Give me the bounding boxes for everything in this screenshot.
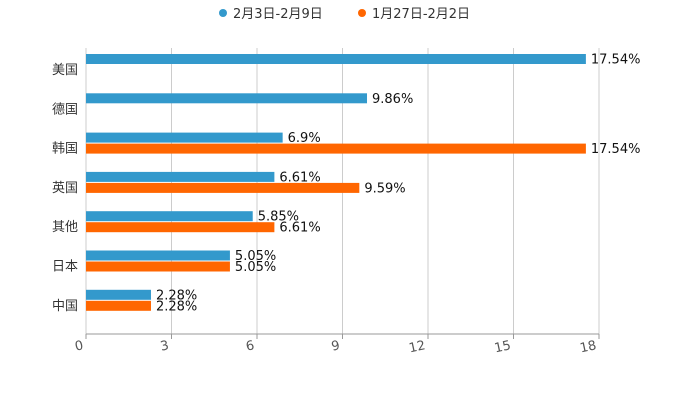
value-label-0-6: 2.28% bbox=[156, 288, 197, 303]
value-label-1-3: 9.59% bbox=[364, 181, 405, 196]
x-tick-label-3: 9 bbox=[330, 338, 341, 354]
bar-1-6[interactable] bbox=[86, 300, 151, 311]
x-tick-label-2: 6 bbox=[245, 338, 256, 354]
legend-marker-1 bbox=[358, 9, 366, 17]
bar-1-2[interactable] bbox=[86, 143, 586, 154]
value-label-1-6: 2.28% bbox=[156, 299, 197, 314]
category-label-4: 其他 bbox=[52, 220, 78, 235]
bar-0-5[interactable] bbox=[86, 250, 230, 261]
value-label-0-3: 6.61% bbox=[279, 170, 320, 185]
legend-label-0[interactable]: 2月3日-2月9日 bbox=[233, 7, 323, 22]
legend-label-1[interactable]: 1月27日-2月2日 bbox=[372, 7, 470, 22]
legend-marker-0 bbox=[219, 9, 227, 17]
bars bbox=[86, 54, 586, 311]
x-tick-label-5: 15 bbox=[493, 338, 512, 356]
bar-1-4[interactable] bbox=[86, 222, 275, 233]
legend: 2月3日-2月9日 1月27日-2月2日 bbox=[219, 7, 470, 22]
value-label-1-4: 6.61% bbox=[279, 221, 320, 236]
bar-0-2[interactable] bbox=[86, 132, 283, 143]
value-labels: 17.54%9.86%6.9%17.54%6.61%9.59%5.85%6.61… bbox=[156, 53, 640, 315]
category-label-1: 德国 bbox=[52, 102, 78, 117]
value-label-0-5: 5.05% bbox=[235, 249, 276, 264]
value-label-1-5: 5.05% bbox=[235, 260, 276, 275]
x-tick-label-0: 0 bbox=[74, 338, 85, 354]
value-label-0-1: 9.86% bbox=[372, 92, 413, 107]
bar-0-0[interactable] bbox=[86, 54, 586, 64]
bar-0-6[interactable] bbox=[86, 289, 151, 300]
category-label-0: 美国 bbox=[52, 63, 78, 78]
category-label-5: 日本 bbox=[52, 260, 78, 275]
value-label-0-4: 5.85% bbox=[258, 210, 299, 225]
value-label-0-0: 17.54% bbox=[591, 53, 641, 68]
x-axis-ticks: 0 3 6 9 12 15 18 bbox=[74, 333, 600, 356]
x-tick-label-4: 12 bbox=[408, 338, 427, 356]
category-label-2: 韩国 bbox=[52, 142, 78, 157]
bar-0-3[interactable] bbox=[86, 171, 275, 182]
bar-1-3[interactable] bbox=[86, 182, 360, 193]
bar-0-1[interactable] bbox=[86, 93, 368, 104]
bar-1-5[interactable] bbox=[86, 261, 230, 272]
x-tick-label-1: 3 bbox=[159, 338, 170, 354]
category-label-6: 中国 bbox=[52, 299, 78, 314]
bar-0-4[interactable] bbox=[86, 211, 253, 222]
x-tick-label-6: 18 bbox=[579, 338, 598, 356]
category-label-3: 英国 bbox=[52, 181, 78, 196]
value-label-0-2: 6.9% bbox=[288, 131, 321, 146]
value-label-1-2: 17.54% bbox=[591, 142, 641, 157]
